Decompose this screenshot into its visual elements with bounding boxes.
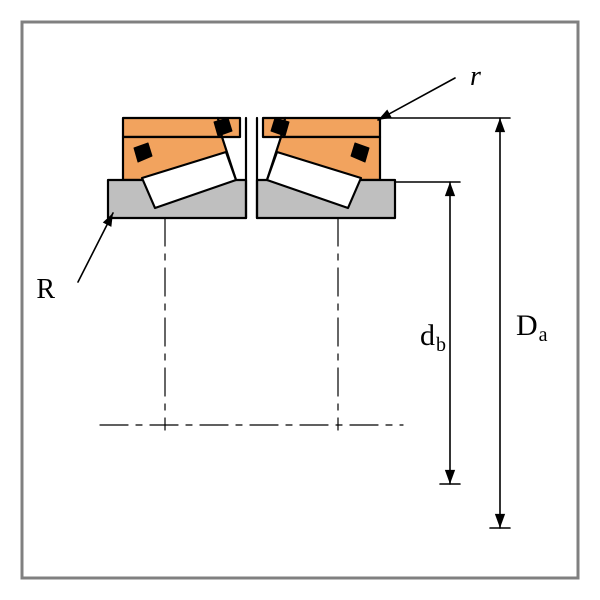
label-R: R [36,274,55,305]
label-db: db [420,319,446,356]
label-Da: Da [516,309,548,346]
label-r: r [470,61,481,92]
